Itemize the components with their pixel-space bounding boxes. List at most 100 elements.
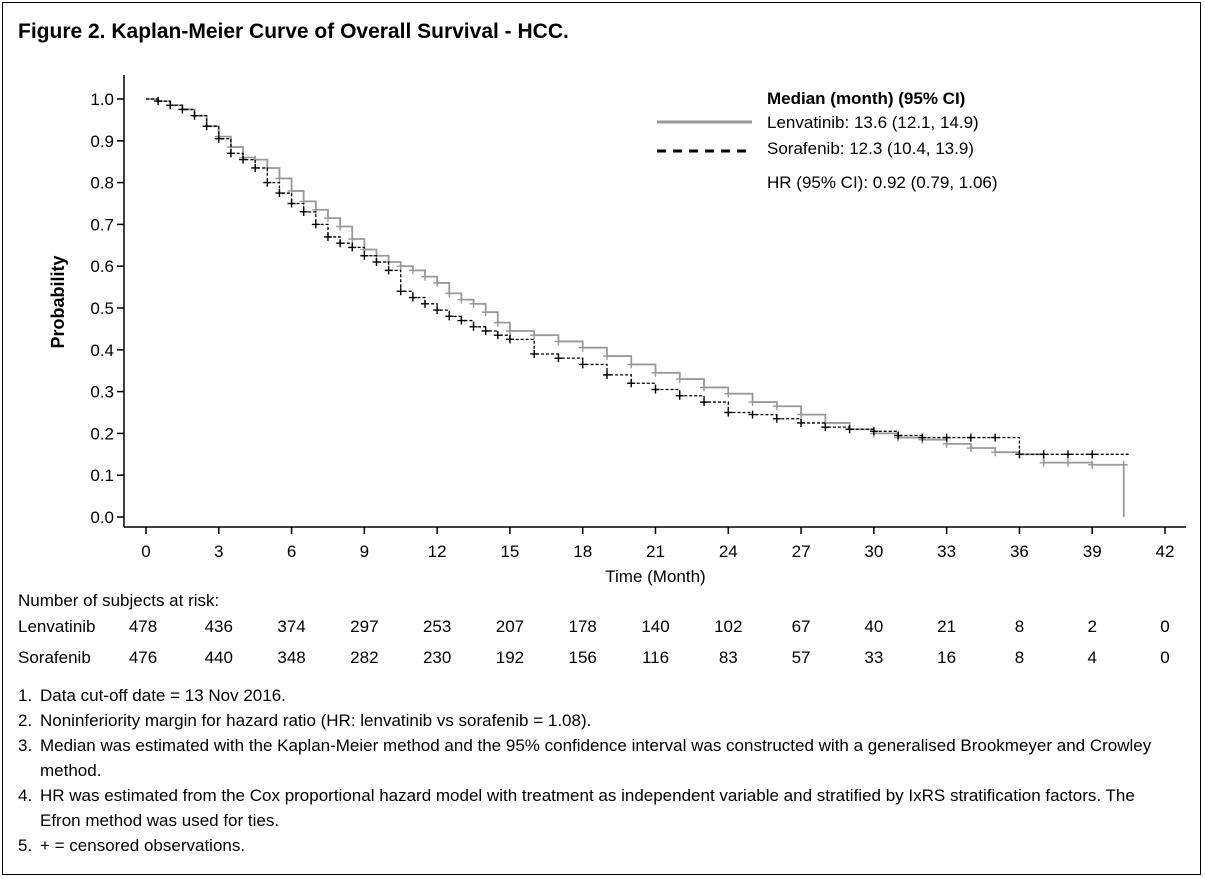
y-axis-label: Probability: [48, 255, 68, 348]
censor-mark-lenvatinib: [469, 299, 478, 308]
censor-mark-sorafenib: [493, 331, 502, 340]
censor-mark-sorafenib: [166, 101, 175, 110]
curve-sorafenib: [146, 98, 1129, 455]
footnote: 3. Median was estimated with the Kaplan-M…: [18, 733, 1178, 783]
censor-mark-sorafenib: [797, 418, 806, 427]
censor-mark-sorafenib: [178, 105, 187, 114]
y-tick-label: 0.4: [90, 341, 114, 360]
censor-mark-lenvatinib: [651, 368, 660, 377]
censor-mark-lenvatinib: [724, 389, 733, 398]
risk-cell: 207: [495, 617, 525, 636]
censor-mark-sorafenib: [384, 266, 393, 275]
risk-cell: 0: [1160, 648, 1170, 667]
censor-mark-lenvatinib: [675, 375, 684, 384]
x-tick-label: 0: [141, 542, 150, 561]
risk-row-label: Sorafenib: [18, 648, 91, 667]
risk-table-heading: Number of subjects at risk:: [18, 591, 220, 610]
censor-mark-sorafenib: [602, 370, 611, 379]
footnote-number: 4.: [18, 786, 33, 805]
censor-mark-lenvatinib: [348, 235, 357, 244]
censor-mark-sorafenib: [1039, 450, 1048, 459]
censor-mark-lenvatinib: [408, 266, 417, 275]
censor-mark-sorafenib: [287, 199, 296, 208]
footnote-text: HR was estimated from the Cox proportion…: [40, 786, 1135, 830]
footnote-number: 5.: [18, 836, 33, 855]
x-tick-label: 21: [646, 542, 665, 561]
footnote: 4. HR was estimated from the Cox proporti…: [18, 783, 1178, 833]
censor-mark-lenvatinib: [421, 272, 430, 281]
footnote: 5. + = censored observations.: [18, 833, 1178, 858]
censor-mark-lenvatinib: [323, 214, 332, 223]
censor-mark-sorafenib: [530, 349, 539, 358]
censor-mark-lenvatinib: [457, 295, 466, 304]
risk-cell: 57: [791, 648, 811, 667]
risk-cell: 476: [128, 648, 158, 667]
censor-mark-sorafenib: [396, 287, 405, 296]
censor-mark-sorafenib: [481, 326, 490, 335]
curve-lenvatinib: [146, 98, 1125, 517]
y-tick-label: 0.0: [90, 508, 114, 527]
risk-cell: 4: [1087, 648, 1097, 667]
risk-row-lenvatinib: Lenvatinib 478 436 374 297 253 207 178 140 102 67 4…: [18, 617, 1198, 639]
hazard-ratio-text: HR (95% CI): 0.92 (0.79, 1.06): [767, 173, 998, 192]
censor-mark-lenvatinib: [1119, 460, 1128, 469]
x-tick-label: 24: [719, 542, 738, 561]
legend-title: Median (month) (95% CI): [767, 89, 965, 108]
footnote-number: 3.: [18, 736, 33, 755]
y-tick-label: 0.8: [90, 174, 114, 193]
footnote: 2. Noninferiority margin for hazard ratio…: [18, 708, 1178, 733]
censor-mark-sorafenib: [408, 293, 417, 302]
risk-cell: 2: [1087, 617, 1097, 636]
censor-mark-lenvatinib: [336, 222, 345, 231]
censor-mark-sorafenib: [299, 207, 308, 216]
x-tick-label: 39: [1083, 542, 1102, 561]
risk-cell: 16: [937, 648, 957, 667]
censor-mark-lenvatinib: [1063, 458, 1072, 467]
censor-mark-sorafenib: [360, 251, 369, 260]
censor-mark-lenvatinib: [433, 278, 442, 287]
censor-mark-sorafenib: [554, 354, 563, 363]
y-tick-label: 0.7: [90, 215, 114, 234]
censor-mark-lenvatinib: [627, 360, 636, 369]
footnote-text: Noninferiority margin for hazard ratio (…: [40, 711, 592, 730]
x-tick-label: 9: [360, 542, 369, 561]
censor-mark-sorafenib: [190, 111, 199, 120]
y-tick-label: 0.3: [90, 383, 114, 402]
risk-cell: 102: [714, 617, 743, 636]
censor-mark-sorafenib: [651, 385, 660, 394]
risk-cell: 374: [277, 617, 306, 636]
risk-cell: 178: [568, 617, 597, 636]
censor-mark-lenvatinib: [602, 352, 611, 361]
censor-mark-sorafenib: [627, 379, 636, 388]
risk-cell: 348: [277, 648, 306, 667]
censor-mark-sorafenib: [323, 232, 332, 241]
censor-mark-lenvatinib: [578, 343, 587, 352]
y-tick-label: 0.2: [90, 424, 114, 443]
risk-cell: 116: [641, 648, 670, 667]
censor-mark-lenvatinib: [772, 402, 781, 411]
censor-mark-sorafenib: [748, 410, 757, 419]
legend-label-lenvatinib: Lenvatinib: 13.6 (12.1, 14.9): [767, 113, 979, 132]
y-tick-label: 0.6: [90, 257, 114, 276]
censor-mark-sorafenib: [336, 239, 345, 248]
censor-mark-sorafenib: [311, 220, 320, 229]
x-tick-label: 42: [1156, 542, 1175, 561]
censor-mark-lenvatinib: [530, 331, 539, 340]
censor-mark-lenvatinib: [797, 410, 806, 419]
risk-cell: 192: [495, 648, 525, 667]
footnote-number: 1.: [18, 686, 33, 705]
y-tick-label: 0.9: [90, 132, 114, 151]
censor-mark-lenvatinib: [311, 205, 320, 214]
censor-mark-lenvatinib: [275, 174, 284, 183]
censor-mark-sorafenib: [821, 423, 830, 432]
legend-label-sorafenib: Sorafenib: 12.3 (10.4, 13.9): [767, 139, 974, 158]
censor-mark-sorafenib: [214, 134, 223, 143]
censor-mark-sorafenib: [942, 433, 951, 442]
risk-cell: 230: [422, 648, 452, 667]
censor-mark-sorafenib: [869, 427, 878, 436]
censor-mark-lenvatinib: [991, 448, 1000, 457]
censor-mark-sorafenib: [433, 306, 442, 315]
x-tick-label: 27: [792, 542, 811, 561]
footnote-text: + = censored observations.: [40, 836, 246, 855]
